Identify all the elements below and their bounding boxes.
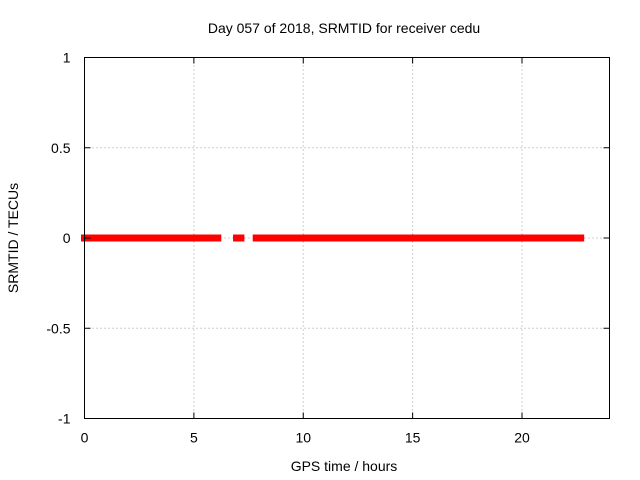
data-point (419, 234, 427, 242)
x-tick-label: 15 (405, 430, 421, 446)
y-tick-label: -1 (58, 411, 71, 427)
data-point (577, 234, 585, 242)
x-axis-label: GPS time / hours (291, 458, 398, 474)
y-axis-label: SRMTID / TECUs (5, 183, 21, 293)
data-point (237, 234, 245, 242)
x-tick-labels: 0 5 10 15 20 (81, 430, 530, 446)
y-tick-label: -0.5 (46, 320, 70, 336)
y-tick-label: 0 (63, 230, 71, 246)
y-tick-label: 0.5 (51, 140, 71, 156)
chart-title: Day 057 of 2018, SRMTID for receiver ced… (208, 20, 480, 36)
x-tick-label: 10 (295, 430, 311, 446)
x-tick-label: 20 (514, 430, 530, 446)
x-tick-label: 5 (190, 430, 198, 446)
data-point (214, 234, 222, 242)
y-tick-label: 1 (63, 50, 71, 66)
y-tick-labels: -1 -0.5 0 0.5 1 (46, 50, 70, 427)
axis-ticks (84, 57, 610, 419)
x-tick-label: 0 (81, 430, 89, 446)
data-point (426, 234, 434, 242)
data-series-srmtid (81, 234, 585, 242)
